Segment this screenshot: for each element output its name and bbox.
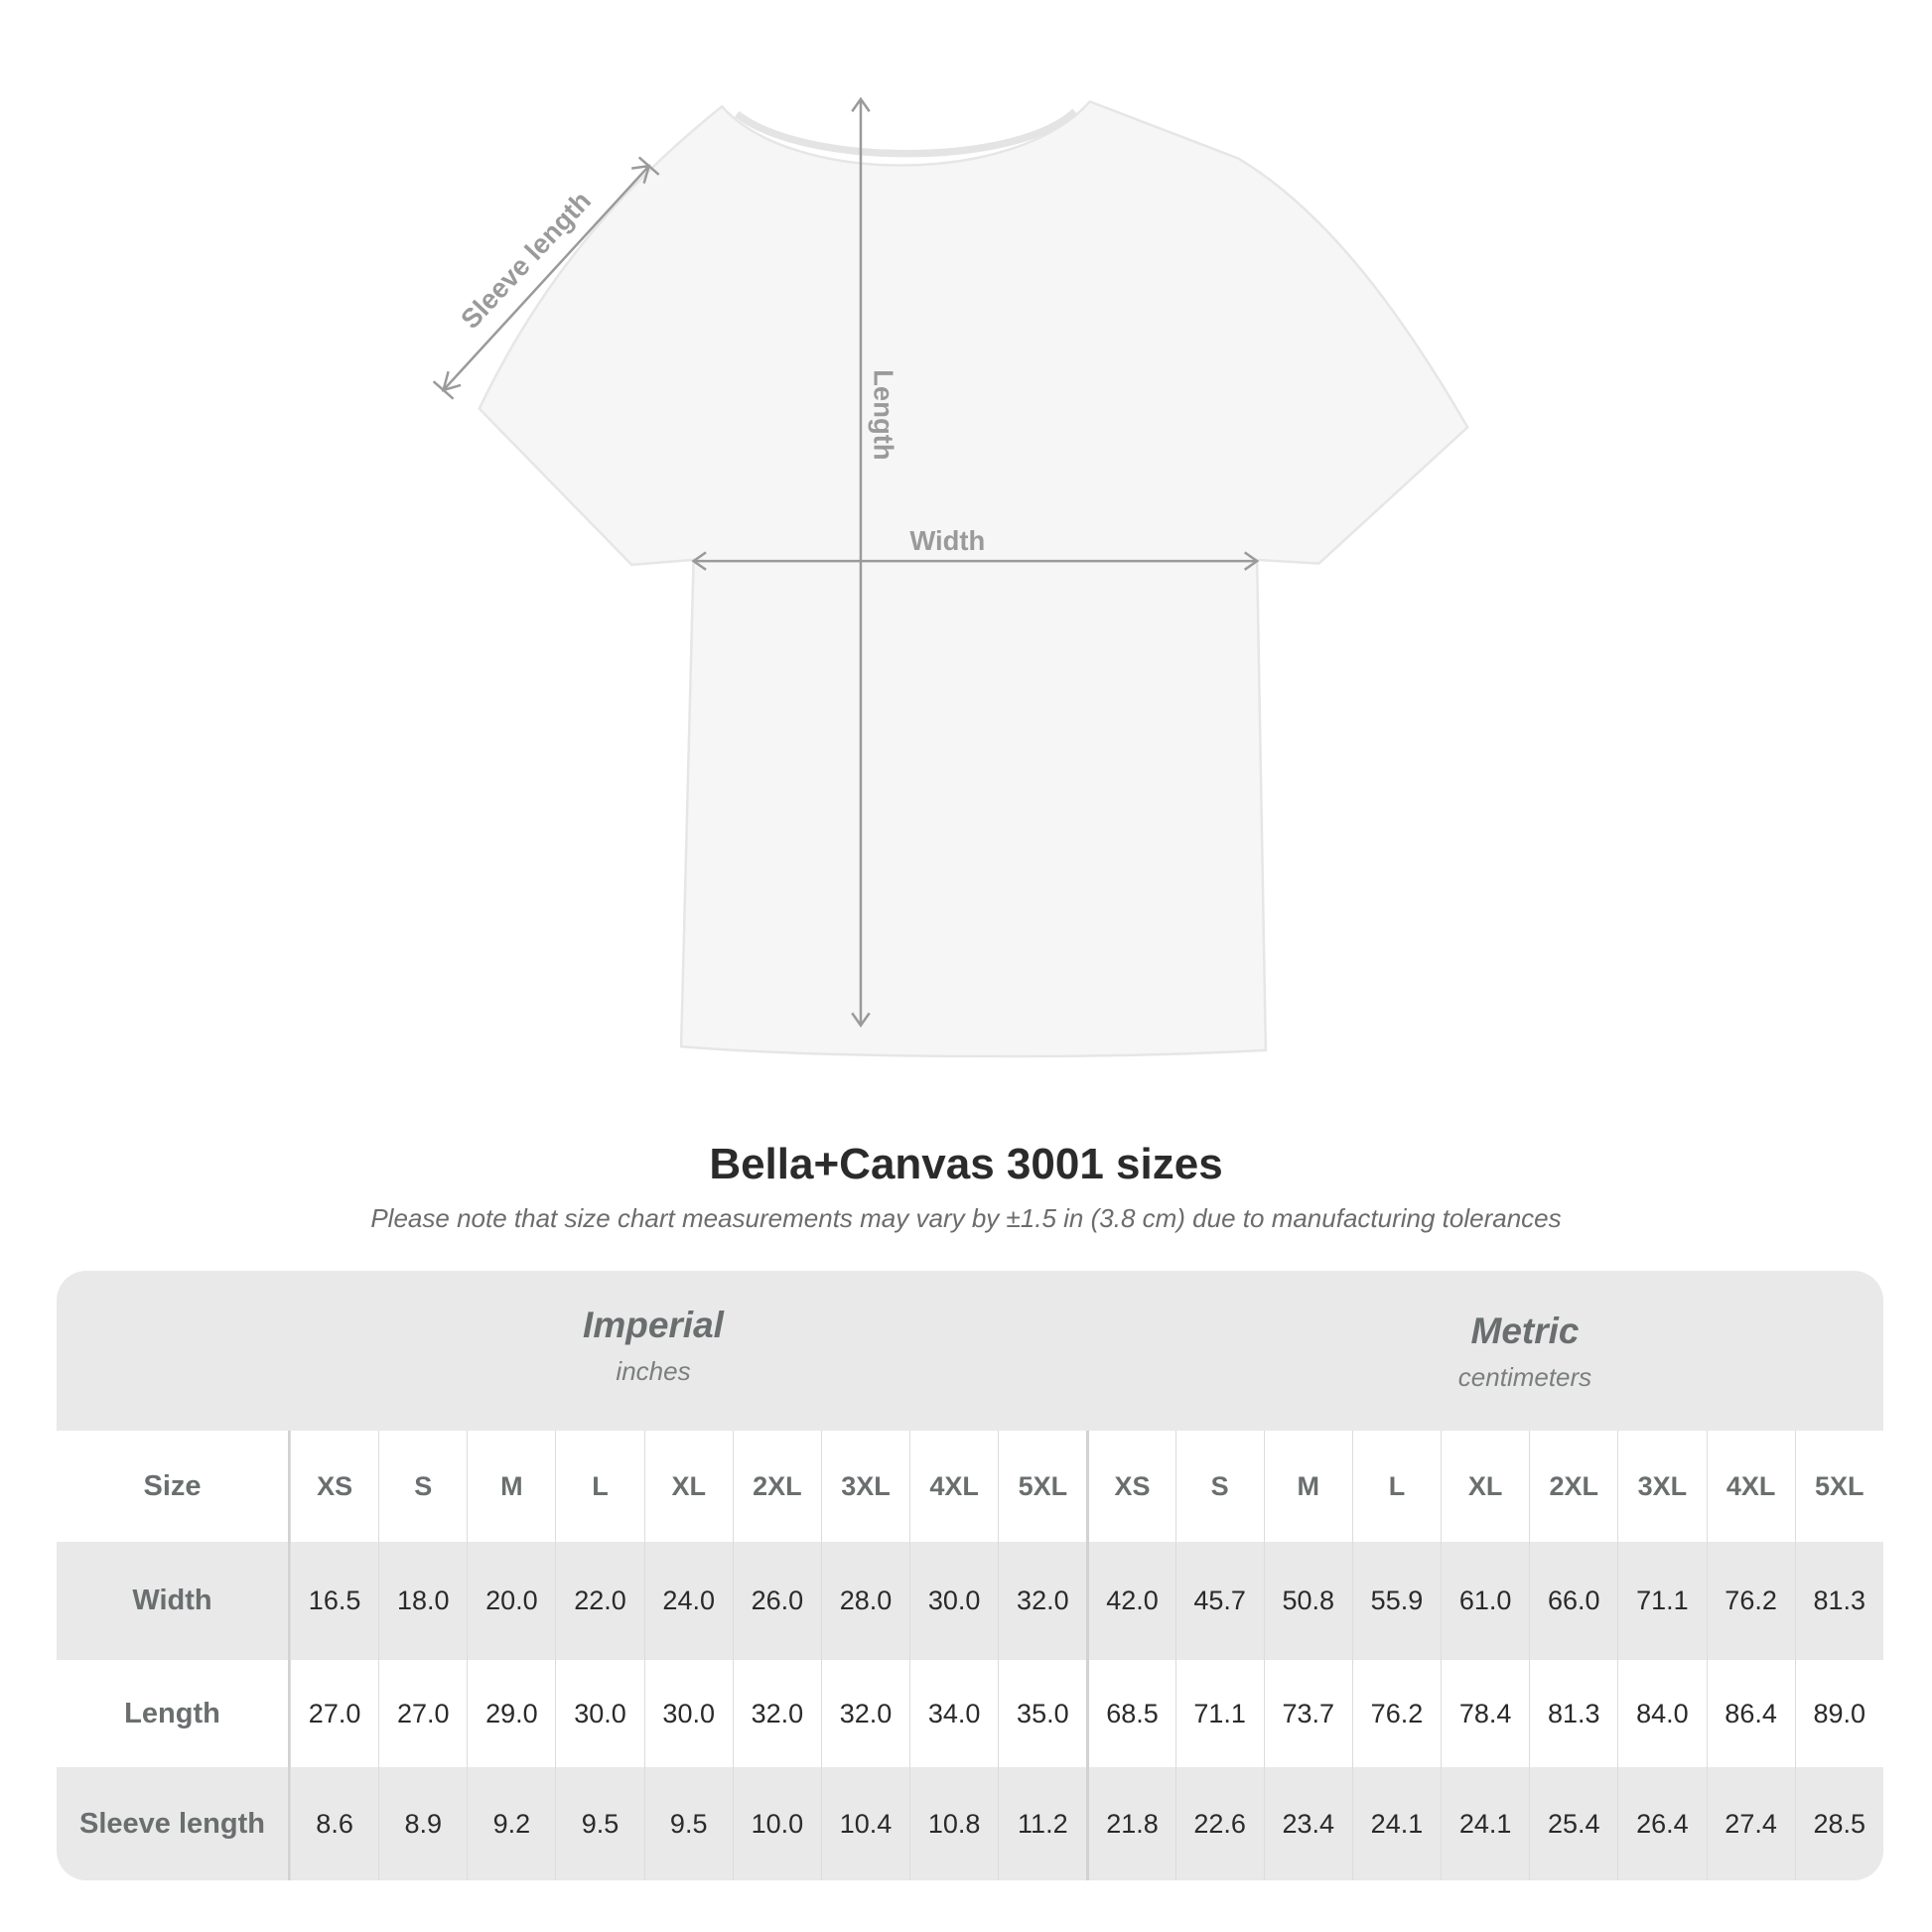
table-cell: 23.4 xyxy=(1263,1767,1352,1880)
table-cell: 76.2 xyxy=(1351,1660,1441,1767)
table-cell: 10.0 xyxy=(732,1767,821,1880)
table-cell: 27.0 xyxy=(290,1660,378,1767)
metric-group: Metric centimeters xyxy=(1128,1311,1883,1393)
table-cell: 78.4 xyxy=(1441,1660,1529,1767)
size-row-label: Size xyxy=(57,1431,290,1542)
size-header-cell: XS xyxy=(290,1431,378,1542)
table-cell: 84.0 xyxy=(1617,1660,1706,1767)
table-cell: 89.0 xyxy=(1794,1660,1883,1767)
table-cell: 24.1 xyxy=(1441,1767,1529,1880)
table-cell: 32.0 xyxy=(820,1660,909,1767)
table-cell: 61.0 xyxy=(1441,1542,1529,1660)
table-cell: 10.8 xyxy=(909,1767,998,1880)
table-cell: 28.5 xyxy=(1794,1767,1883,1880)
table-cell: 73.7 xyxy=(1263,1660,1352,1767)
table-cell: 30.0 xyxy=(909,1542,998,1660)
size-header-cell: 5XL xyxy=(998,1431,1086,1542)
table-cell: 8.6 xyxy=(290,1767,378,1880)
size-header-cell: XL xyxy=(1441,1431,1529,1542)
table-cell: 21.8 xyxy=(1086,1767,1174,1880)
page-title: Bella+Canvas 3001 sizes xyxy=(709,1140,1223,1188)
size-header-cell: 3XL xyxy=(1617,1431,1706,1542)
table-row-width: Width 16.5 18.0 20.0 22.0 24.0 26.0 28.0 30.0 32.… xyxy=(57,1542,1883,1660)
table-cell: 11.2 xyxy=(998,1767,1086,1880)
size-header-cell: S xyxy=(1174,1431,1264,1542)
size-header-cell: 3XL xyxy=(820,1431,909,1542)
imperial-group: Imperial inches xyxy=(256,1305,1050,1387)
width-label: Width xyxy=(909,525,985,556)
table-cell: 24.0 xyxy=(643,1542,733,1660)
table-cell: 32.0 xyxy=(998,1542,1086,1660)
table-cell: 9.2 xyxy=(467,1767,555,1880)
size-header-cell: XS xyxy=(1086,1431,1174,1542)
table-cell: 22.0 xyxy=(555,1542,643,1660)
imperial-unit: inches xyxy=(616,1356,691,1386)
sleeve-arrow xyxy=(442,165,650,391)
table-cell: 32.0 xyxy=(732,1660,821,1767)
size-header-cell: M xyxy=(1263,1431,1352,1542)
table-cell: 8.9 xyxy=(378,1767,467,1880)
size-header-cell: 2XL xyxy=(732,1431,821,1542)
row-label: Sleeve length xyxy=(57,1767,290,1880)
table-cell: 86.4 xyxy=(1706,1660,1795,1767)
row-label: Width xyxy=(57,1542,290,1660)
table-cell: 76.2 xyxy=(1706,1542,1795,1660)
table-cell: 71.1 xyxy=(1617,1542,1706,1660)
table-cell: 66.0 xyxy=(1529,1542,1617,1660)
table-cell: 26.4 xyxy=(1617,1767,1706,1880)
table-cell: 24.1 xyxy=(1351,1767,1441,1880)
table-cell: 20.0 xyxy=(467,1542,555,1660)
table-cell: 34.0 xyxy=(909,1660,998,1767)
size-header-cell: 4XL xyxy=(909,1431,998,1542)
table-cell: 27.0 xyxy=(378,1660,467,1767)
size-header-cell: S xyxy=(378,1431,467,1542)
length-label: Length xyxy=(869,369,899,460)
table-cell: 42.0 xyxy=(1086,1542,1174,1660)
metric-title: Metric xyxy=(1470,1311,1580,1351)
table-cell: 9.5 xyxy=(643,1767,733,1880)
tolerance-note: Please note that size chart measurements… xyxy=(370,1203,1562,1233)
table-cell: 30.0 xyxy=(643,1660,733,1767)
metric-unit: centimeters xyxy=(1457,1362,1592,1392)
table-cell: 30.0 xyxy=(555,1660,643,1767)
size-header-cell: 2XL xyxy=(1529,1431,1617,1542)
table-cell: 50.8 xyxy=(1263,1542,1352,1660)
table-cell: 29.0 xyxy=(467,1660,555,1767)
table-cell: 71.1 xyxy=(1174,1660,1264,1767)
size-header-cell: 4XL xyxy=(1706,1431,1795,1542)
table-cell: 28.0 xyxy=(820,1542,909,1660)
table-cell: 45.7 xyxy=(1174,1542,1264,1660)
size-header-cell: M xyxy=(467,1431,555,1542)
table-cell: 35.0 xyxy=(998,1660,1086,1767)
table-row-length: Length 27.0 27.0 29.0 30.0 30.0 32.0 32.0 34.0 35… xyxy=(57,1660,1883,1767)
table-cell: 9.5 xyxy=(555,1767,643,1880)
table-cell: 81.3 xyxy=(1794,1542,1883,1660)
table-cell: 25.4 xyxy=(1529,1767,1617,1880)
size-header-cell: L xyxy=(1351,1431,1441,1542)
table-cell: 55.9 xyxy=(1351,1542,1441,1660)
table-cell: 81.3 xyxy=(1529,1660,1617,1767)
size-table: Imperial inches Metric centimeters Size … xyxy=(57,1271,1883,1880)
tshirt-image xyxy=(478,99,1469,1058)
size-header-cell: L xyxy=(555,1431,643,1542)
size-header-cell: XL xyxy=(643,1431,733,1542)
table-cell: 16.5 xyxy=(290,1542,378,1660)
table-cell: 22.6 xyxy=(1174,1767,1264,1880)
table-header: Imperial inches Metric centimeters xyxy=(57,1271,1883,1431)
table-cell: 26.0 xyxy=(732,1542,821,1660)
row-label: Length xyxy=(57,1660,290,1767)
table-cell: 68.5 xyxy=(1086,1660,1174,1767)
table-cell: 18.0 xyxy=(378,1542,467,1660)
size-header-cell: 5XL xyxy=(1794,1431,1883,1542)
imperial-title: Imperial xyxy=(583,1305,724,1345)
table-cell: 10.4 xyxy=(820,1767,909,1880)
table-row-sleeve-length: Sleeve length 8.6 8.9 9.2 9.5 9.5 10.0 10.4 10.8… xyxy=(57,1767,1883,1880)
size-row: Size XS S M L XL 2XL 3XL 4XL 5XL XS S M L XL 2XL 3XL 4XL… xyxy=(57,1431,1883,1542)
table-cell: 27.4 xyxy=(1706,1767,1795,1880)
